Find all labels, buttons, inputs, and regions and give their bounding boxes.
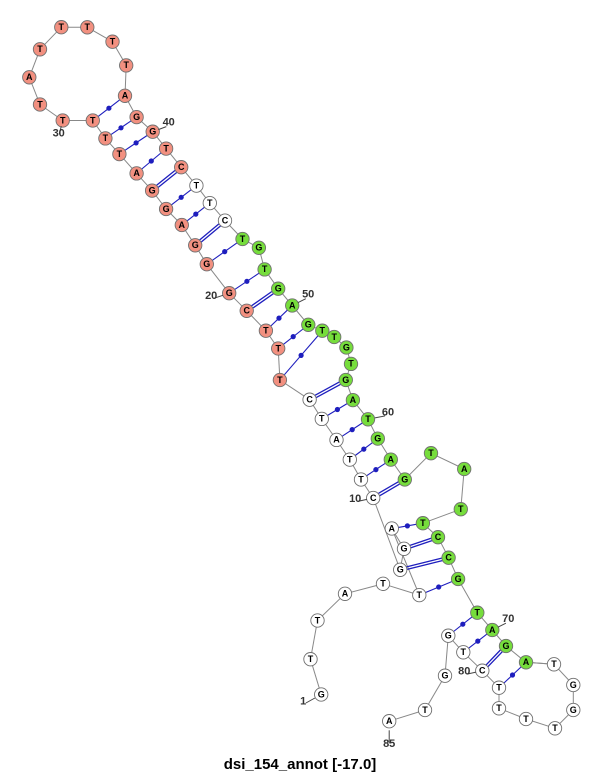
svg-text:T: T: [552, 723, 558, 733]
svg-text:A: A: [350, 395, 357, 405]
svg-text:T: T: [428, 448, 434, 458]
svg-text:C: C: [222, 215, 229, 225]
svg-text:T: T: [348, 359, 354, 369]
svg-text:G: G: [305, 320, 312, 330]
svg-text:T: T: [420, 518, 426, 528]
svg-text:A: A: [461, 464, 468, 474]
svg-text:C: C: [243, 306, 250, 316]
svg-text:G: G: [275, 284, 282, 294]
svg-text:T: T: [123, 60, 129, 70]
svg-text:T: T: [90, 115, 96, 125]
svg-text:A: A: [489, 625, 496, 635]
svg-text:dsi_154_annot [-17.0]: dsi_154_annot [-17.0]: [224, 756, 377, 773]
svg-text:T: T: [59, 22, 65, 32]
svg-text:T: T: [331, 332, 337, 342]
svg-text:T: T: [496, 683, 502, 693]
svg-text:40: 40: [163, 117, 175, 129]
svg-text:T: T: [117, 149, 123, 159]
svg-text:T: T: [417, 590, 423, 600]
svg-text:T: T: [320, 326, 326, 336]
svg-text:G: G: [455, 574, 462, 584]
svg-text:G: G: [226, 288, 233, 298]
svg-text:G: G: [342, 375, 349, 385]
svg-text:C: C: [370, 493, 377, 503]
svg-text:G: G: [149, 127, 156, 137]
svg-text:T: T: [194, 180, 200, 190]
svg-text:T: T: [275, 343, 281, 353]
svg-text:T: T: [380, 579, 386, 589]
svg-text:T: T: [110, 37, 116, 47]
svg-text:T: T: [37, 99, 43, 109]
svg-text:T: T: [37, 44, 43, 54]
svg-text:C: C: [306, 395, 313, 405]
svg-text:G: G: [318, 689, 325, 699]
svg-text:50: 50: [302, 289, 314, 301]
svg-text:T: T: [358, 474, 364, 484]
svg-text:T: T: [103, 133, 109, 143]
svg-text:T: T: [551, 659, 557, 669]
svg-text:C: C: [178, 162, 185, 172]
svg-text:T: T: [461, 647, 467, 657]
svg-text:T: T: [263, 326, 269, 336]
svg-text:G: G: [441, 671, 448, 681]
svg-text:T: T: [262, 264, 268, 274]
svg-text:T: T: [308, 654, 314, 664]
svg-text:T: T: [315, 615, 321, 625]
svg-text:A: A: [122, 91, 129, 101]
svg-text:T: T: [207, 198, 213, 208]
svg-text:A: A: [388, 454, 395, 464]
svg-text:T: T: [163, 143, 169, 153]
svg-text:G: G: [397, 565, 404, 575]
svg-text:80: 80: [458, 666, 470, 678]
svg-text:30: 30: [53, 128, 65, 140]
svg-text:70: 70: [502, 613, 514, 625]
svg-text:A: A: [342, 589, 349, 599]
svg-text:A: A: [26, 72, 33, 82]
svg-text:85: 85: [383, 738, 395, 750]
svg-text:60: 60: [382, 406, 394, 418]
svg-text:T: T: [422, 705, 428, 715]
svg-text:T: T: [85, 22, 91, 32]
svg-text:T: T: [319, 414, 325, 424]
svg-text:G: G: [502, 641, 509, 651]
svg-text:A: A: [333, 435, 340, 445]
svg-text:G: G: [401, 474, 408, 484]
svg-text:T: T: [60, 115, 66, 125]
svg-text:T: T: [475, 608, 481, 618]
svg-text:G: G: [192, 240, 199, 250]
svg-text:A: A: [386, 716, 393, 726]
svg-text:A: A: [133, 168, 140, 178]
svg-text:G: G: [570, 705, 577, 715]
svg-text:G: G: [400, 544, 407, 554]
svg-text:A: A: [389, 523, 396, 533]
svg-text:G: G: [343, 342, 350, 352]
svg-text:T: T: [277, 375, 283, 385]
svg-text:T: T: [240, 234, 246, 244]
svg-text:G: G: [255, 243, 262, 253]
svg-text:G: G: [133, 112, 140, 122]
svg-text:G: G: [149, 185, 156, 195]
svg-text:C: C: [479, 666, 486, 676]
svg-text:20: 20: [205, 290, 217, 302]
svg-text:A: A: [289, 300, 296, 310]
svg-text:C: C: [435, 532, 442, 542]
svg-text:G: G: [445, 631, 452, 641]
svg-text:G: G: [163, 204, 170, 214]
svg-text:A: A: [523, 657, 530, 667]
svg-text:A: A: [179, 220, 186, 230]
svg-text:G: G: [374, 433, 381, 443]
svg-text:G: G: [203, 259, 210, 269]
svg-text:T: T: [523, 714, 529, 724]
svg-text:T: T: [347, 454, 353, 464]
svg-text:T: T: [496, 703, 502, 713]
svg-text:C: C: [445, 553, 452, 563]
svg-text:T: T: [365, 414, 371, 424]
svg-text:G: G: [570, 680, 577, 690]
svg-text:10: 10: [349, 493, 361, 505]
svg-text:T: T: [458, 504, 464, 514]
svg-text:1: 1: [300, 696, 306, 708]
